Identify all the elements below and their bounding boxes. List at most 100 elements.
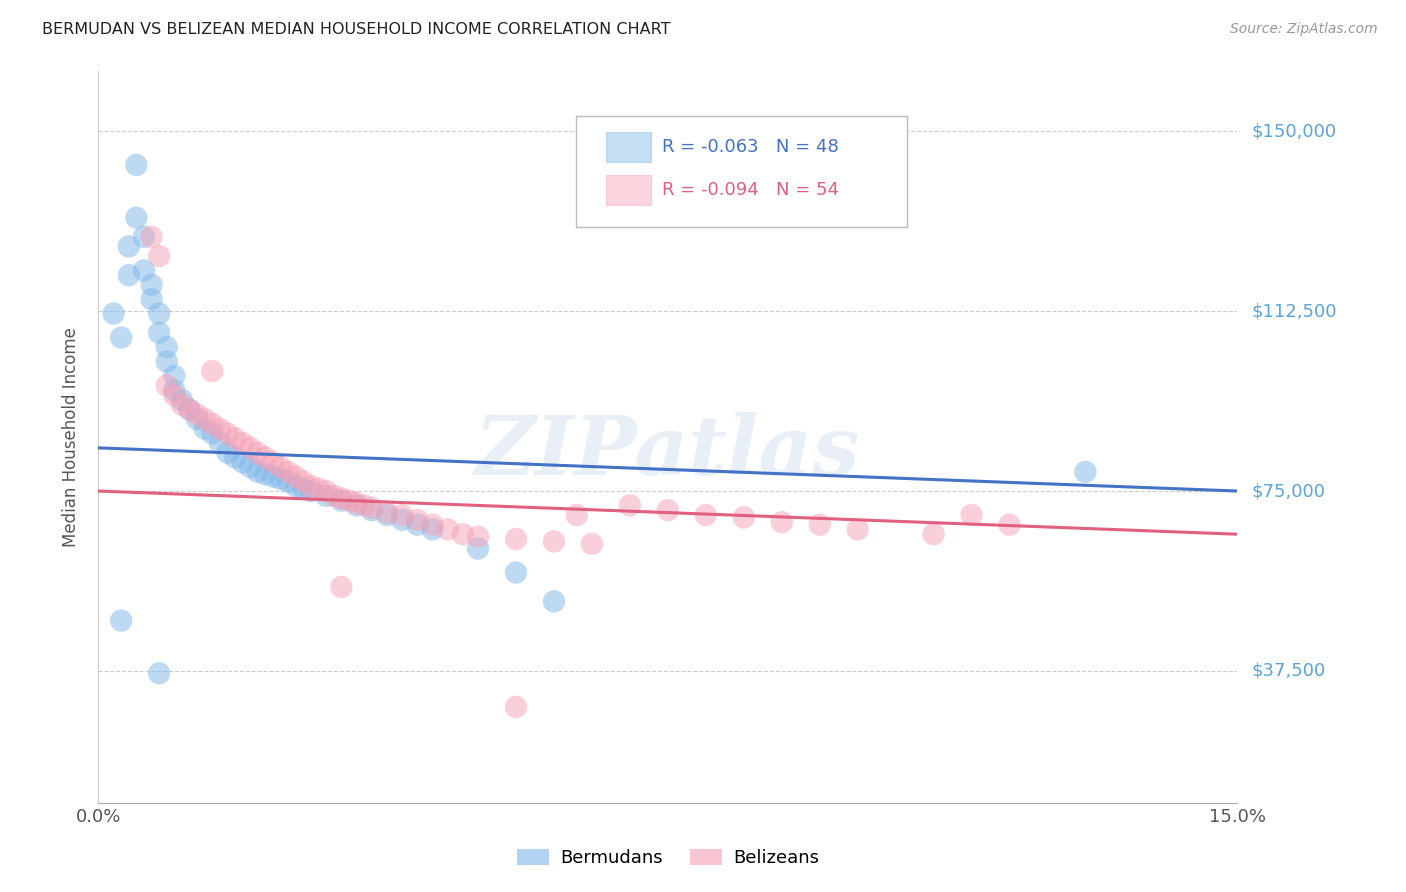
Point [299,483,322,498]
Point [375,508,398,522]
Point [179,402,201,417]
Point [186,407,208,421]
Point [141,292,163,306]
Point [406,513,429,527]
Point [505,566,527,580]
Point [322,489,344,503]
Point [346,496,368,510]
Text: R = -0.094   N = 54: R = -0.094 N = 54 [662,181,839,199]
Point [163,368,186,383]
Point [232,455,254,469]
Point [308,482,330,496]
Point [770,515,793,529]
Point [330,491,353,506]
Text: $37,500: $37,500 [1251,662,1326,680]
Point [406,517,429,532]
Point [270,472,292,486]
Point [201,426,224,441]
Text: $75,000: $75,000 [1251,482,1326,500]
Point [141,230,163,244]
Point [543,534,565,549]
Point [505,532,527,546]
Point [217,426,239,441]
Point [246,445,269,459]
Point [118,268,141,283]
Point [125,211,148,225]
Point [179,402,201,417]
Point [110,330,132,344]
Point [194,422,217,436]
Point [846,523,869,537]
Point [284,469,307,483]
Point [391,508,413,522]
Point [170,392,193,407]
Y-axis label: Median Household Income: Median Household Income [62,327,80,547]
Point [262,455,284,469]
Point [254,450,277,465]
Point [733,510,755,524]
Point [118,239,141,253]
Point [148,666,170,681]
Point [110,614,132,628]
Point [422,517,444,532]
Point [436,523,458,537]
Point [201,417,224,431]
Point [262,469,284,483]
Point [1074,465,1097,479]
Point [505,699,527,714]
Point [315,489,337,503]
Point [581,537,603,551]
Point [565,508,588,522]
Text: Source: ZipAtlas.com: Source: ZipAtlas.com [1230,22,1378,37]
Point [353,499,375,513]
Point [103,307,125,321]
Point [467,530,489,544]
Point [186,412,208,426]
Point [292,482,315,496]
Point [170,398,193,412]
Point [270,460,292,475]
Point [346,499,368,513]
Point [360,503,382,517]
Point [315,483,337,498]
Point [232,436,254,450]
Point [246,465,269,479]
Point [330,580,353,594]
Point [239,441,262,455]
Legend: Bermudans, Belizeans: Bermudans, Belizeans [509,841,827,874]
Point [277,465,299,479]
Point [148,249,170,263]
Point [543,594,565,608]
Point [422,523,444,537]
Point [224,450,246,465]
Point [208,436,231,450]
Point [163,388,186,402]
Point [337,493,360,508]
Point [125,158,148,172]
Text: $112,500: $112,500 [1251,302,1337,320]
Point [156,354,179,368]
Point [163,384,186,398]
Point [132,230,155,244]
Point [998,517,1021,532]
Point [330,493,353,508]
Point [922,527,945,541]
Point [292,475,315,489]
Point [299,479,322,493]
Point [208,422,231,436]
Point [148,326,170,340]
Point [277,475,299,489]
Point [224,431,246,445]
Point [960,508,983,522]
Text: R = -0.063   N = 48: R = -0.063 N = 48 [662,138,839,156]
Point [451,527,474,541]
Point [156,378,179,392]
Point [132,263,155,277]
Point [201,364,224,378]
Point [239,460,262,475]
Point [254,467,277,482]
Point [284,479,307,493]
Text: ZIPatlas: ZIPatlas [475,412,860,491]
Point [141,277,163,292]
Point [695,508,717,522]
